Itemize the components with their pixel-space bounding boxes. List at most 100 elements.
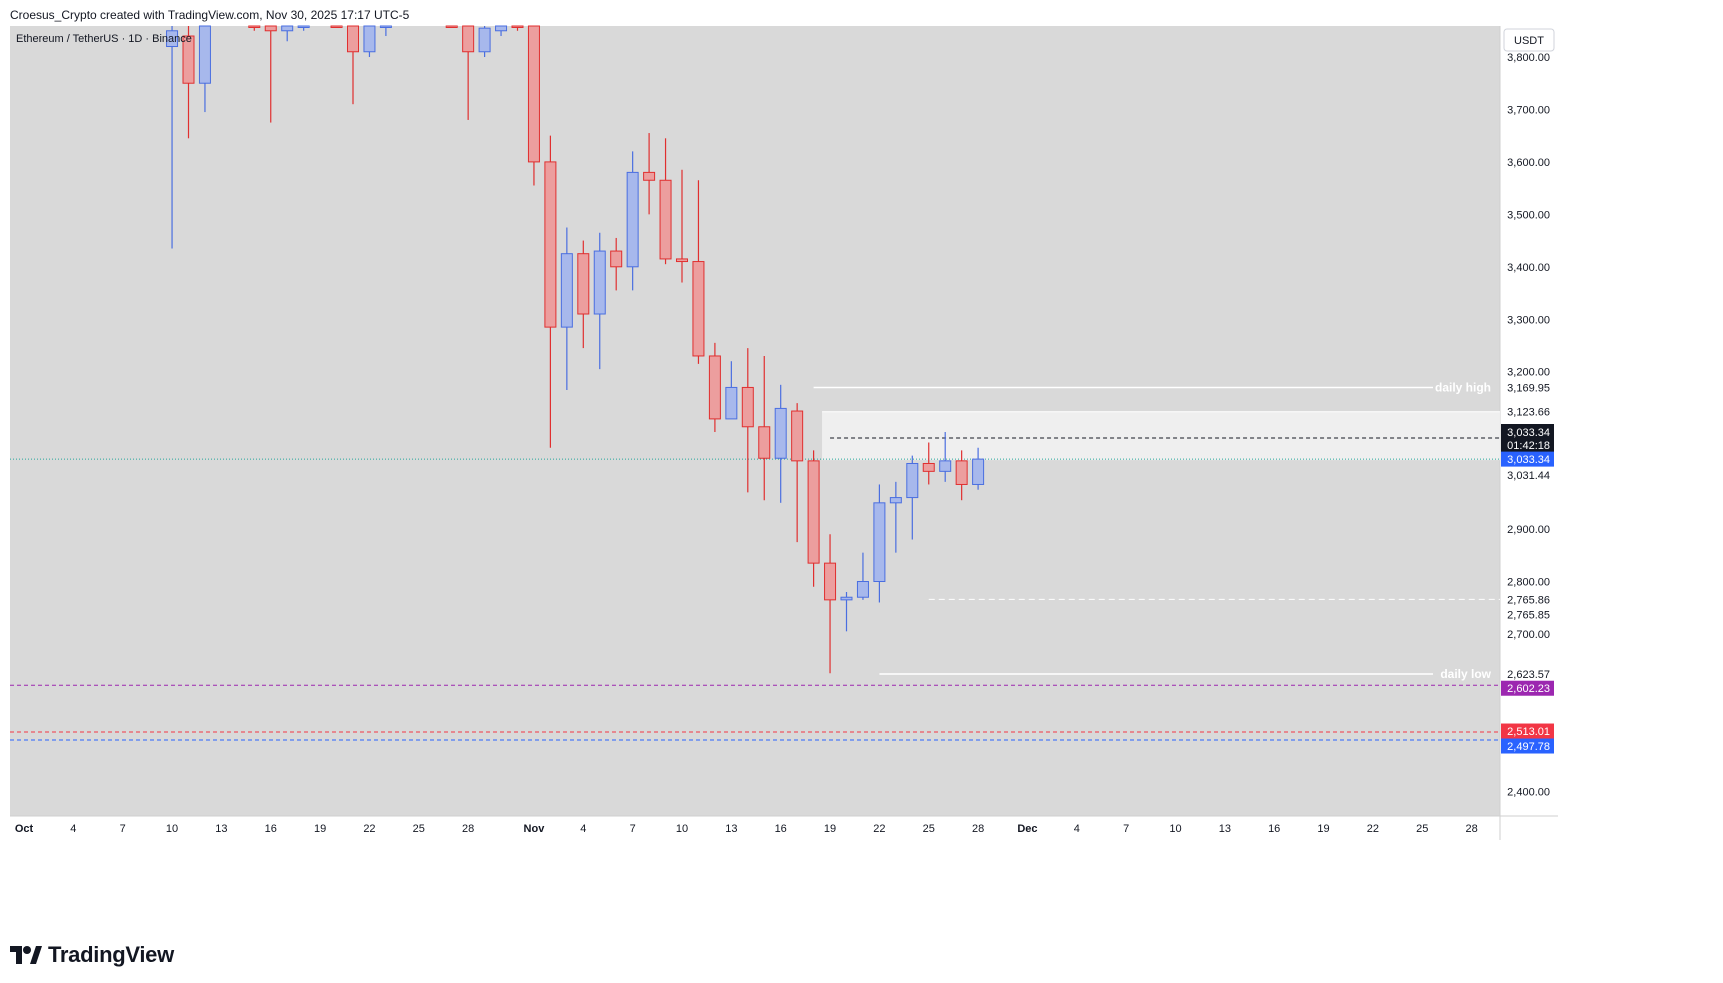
daily-high-price-tag-bg — [1501, 379, 1554, 395]
zone-bottom-price-tag[interactable]: 3,031.44 — [1501, 467, 1554, 483]
candle[interactable] — [939, 432, 952, 482]
resistance-zone — [822, 411, 1500, 461]
candle[interactable] — [643, 133, 656, 215]
candle[interactable] — [659, 138, 672, 265]
candle[interactable] — [462, 25, 475, 120]
candle[interactable] — [544, 135, 557, 448]
candle-body — [445, 25, 458, 28]
dashed-level-price-tag[interactable]: 2,765.86 — [1501, 591, 1554, 607]
candle[interactable] — [330, 25, 343, 28]
currency-button[interactable]: USDT — [1503, 28, 1555, 52]
time-axis-tick: 10 — [166, 823, 178, 835]
candle[interactable] — [297, 25, 310, 31]
time-axis-tick: 7 — [1123, 823, 1129, 835]
purple-level-price-tag-text: 2,602.23 — [1507, 683, 1550, 695]
candle-body — [856, 581, 869, 598]
candle[interactable] — [478, 26, 491, 57]
time-axis-tick: 13 — [215, 823, 227, 835]
candle-body — [840, 596, 853, 601]
candle-body — [297, 25, 310, 28]
candle[interactable] — [725, 361, 738, 420]
candle-body — [330, 25, 343, 28]
candle[interactable] — [955, 450, 968, 501]
candle[interactable] — [379, 25, 392, 37]
candle-body — [347, 25, 359, 53]
red-level-price-tag[interactable]: 2,513.01 — [1501, 723, 1554, 739]
candle[interactable] — [182, 26, 195, 139]
current-price-tag[interactable]: 3,033.34 — [1501, 451, 1554, 467]
chart-attribution: Croesus_Crypto created with TradingView.… — [10, 8, 410, 22]
daily-high-price-tag[interactable]: 3,169.95 — [1501, 379, 1554, 395]
zone-top-price-tag[interactable]: 3,123.66 — [1501, 404, 1554, 420]
candle[interactable] — [692, 180, 705, 364]
candle[interactable] — [198, 25, 211, 113]
candle[interactable] — [264, 25, 277, 123]
candle[interactable] — [527, 25, 540, 186]
daily-low-price-tag-bg — [1501, 666, 1554, 682]
purple-level-price-tag[interactable]: 2,602.23 — [1501, 680, 1554, 696]
time-axis-tick: 28 — [972, 823, 984, 835]
candle-body — [643, 171, 656, 181]
candle[interactable] — [791, 403, 804, 543]
candle-body — [626, 171, 639, 268]
candle-body — [741, 386, 754, 428]
candle-body — [972, 458, 985, 485]
blue-level-price-tag[interactable]: 2,497.78 — [1501, 738, 1554, 754]
zone-bottom-price-tag-bg — [1501, 467, 1554, 483]
candle-body — [676, 258, 688, 263]
candle-body — [248, 25, 261, 28]
candle-body — [873, 502, 886, 583]
price-axis-tick: 3,700.00 — [1507, 104, 1550, 116]
candle-body — [166, 30, 179, 48]
candle[interactable] — [708, 342, 721, 433]
candle[interactable] — [824, 534, 837, 674]
candle[interactable] — [166, 26, 179, 249]
candle[interactable] — [906, 455, 919, 540]
dashed-level-price-tag-bg — [1501, 591, 1554, 607]
candle[interactable] — [758, 355, 771, 501]
candle[interactable] — [972, 447, 985, 490]
candle[interactable] — [889, 481, 902, 553]
candle[interactable] — [840, 591, 853, 632]
dashed-level-price-tag-2[interactable]: 2,765.85 — [1501, 606, 1554, 622]
candle[interactable] — [445, 25, 458, 28]
candle[interactable] — [856, 552, 869, 600]
candle-body — [281, 25, 294, 32]
candle[interactable] — [873, 484, 886, 603]
candle-body — [264, 25, 277, 32]
candle[interactable] — [560, 227, 573, 391]
dashed-level-price-tag-text: 2,765.86 — [1507, 594, 1550, 606]
candle-body — [659, 179, 672, 260]
time-axis-tick: 16 — [265, 823, 277, 835]
candle[interactable] — [248, 25, 261, 31]
candle[interactable] — [807, 450, 820, 587]
time-axis-tick: 25 — [413, 823, 425, 835]
time-axis-tick: 28 — [1465, 823, 1477, 835]
time-axis-tick: 10 — [1169, 823, 1181, 835]
time-axis-tick: 28 — [462, 823, 474, 835]
time-axis-tick: 7 — [630, 823, 636, 835]
candle-body — [495, 25, 508, 32]
candle-body — [593, 250, 606, 315]
daily-low-price-tag[interactable]: 2,623.57 — [1501, 666, 1554, 682]
candle[interactable] — [774, 384, 787, 503]
candle[interactable] — [593, 232, 606, 370]
candle[interactable] — [511, 25, 524, 31]
candle[interactable] — [676, 169, 688, 283]
candle[interactable] — [577, 240, 590, 349]
candle[interactable] — [281, 25, 294, 42]
candle[interactable] — [347, 25, 359, 105]
blue-level-price-tag-bg — [1501, 738, 1554, 754]
candle-body — [610, 250, 623, 268]
candle[interactable] — [741, 348, 754, 493]
time-axis-tick: 19 — [824, 823, 836, 835]
candle[interactable] — [626, 151, 639, 291]
candle[interactable] — [363, 25, 376, 57]
price-axis-tick: 3,200.00 — [1507, 367, 1550, 379]
time-axis-tick: 19 — [314, 823, 326, 835]
candle[interactable] — [922, 442, 935, 485]
candle[interactable] — [610, 237, 623, 291]
candle[interactable] — [495, 25, 508, 37]
